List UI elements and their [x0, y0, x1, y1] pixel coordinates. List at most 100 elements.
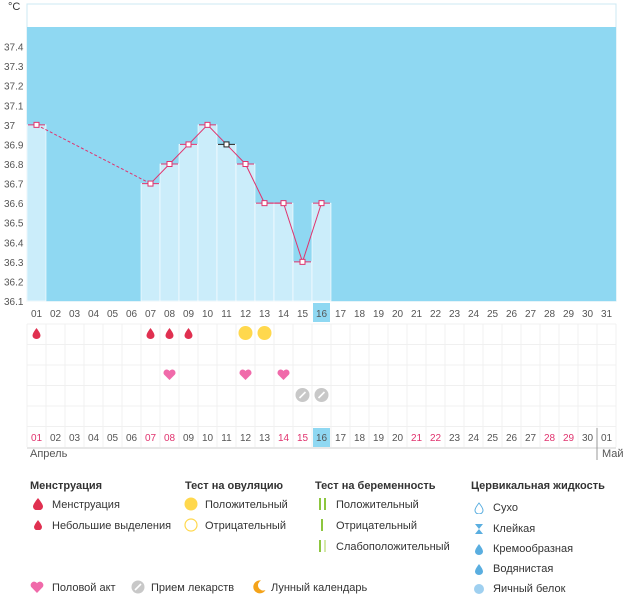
temperature-bar [235, 163, 256, 302]
day-label: 07 [145, 309, 157, 320]
data-point [318, 200, 325, 207]
ovulation-mark [257, 326, 272, 340]
legend-cervical-title: Цервикальная жидкость [471, 480, 605, 492]
day-label: 28 [544, 309, 556, 320]
legend-cervical-creamy: Кремообразная [493, 543, 574, 555]
bottom-day-label: 14 [278, 433, 290, 444]
line-segment [169, 144, 189, 165]
day-label: 25 [487, 309, 499, 320]
legend-ovulation-positive: Положительный [205, 499, 288, 511]
month-right: Май [602, 448, 624, 460]
line-segment [226, 144, 246, 165]
bottom-day-label: 02 [50, 433, 62, 444]
bottom-day-label: 13 [259, 433, 271, 444]
day-label: 29 [563, 309, 575, 320]
day-label: 21 [411, 309, 423, 320]
bottom-day-label: 11 [221, 433, 232, 444]
symbols-grid [26, 323, 617, 447]
day-label: 01 [31, 309, 43, 320]
intercourse-mark [163, 369, 176, 380]
day-label: 04 [88, 309, 100, 320]
bottom-day-label: 03 [69, 433, 81, 444]
legend: Менструация Менструация Небольшие выделе… [0, 470, 626, 595]
data-point [299, 258, 306, 265]
ovulation-positive-icon [184, 497, 198, 511]
medication-stroke [317, 391, 326, 399]
data-point [280, 200, 287, 207]
y-axis: 37.4 37.3 37.2 37.1 37 36.9 36.8 36.7 36.6 36.5 36… [4, 43, 24, 308]
line-segment [245, 163, 265, 204]
legend-pregnancy-negative: Отрицательный [336, 520, 417, 532]
day-label: 09 [183, 309, 195, 320]
data-point [204, 121, 211, 128]
legend-pregnancy-title: Тест на беременность [315, 480, 436, 492]
day-label: 10 [202, 309, 214, 320]
day-label: 22 [430, 309, 442, 320]
day-label: 18 [354, 309, 366, 320]
line-segment [207, 124, 227, 145]
bottom-day-label: 25 [487, 433, 499, 444]
y-tick-label: 36.2 [4, 277, 24, 288]
bottom-axis: 01 02 03 04 05 06 07 08 09 10 11 12 13 14 15 16 17 18 19 20… [27, 428, 616, 460]
line-segment [36, 124, 151, 185]
temperature-bar [216, 144, 237, 302]
bottom-day-label: 09 [183, 433, 195, 444]
temperature-bar [292, 261, 313, 302]
day-label: 20 [392, 309, 404, 320]
legend-menstruation-title: Менструация [30, 480, 103, 492]
day-label: 27 [525, 309, 537, 320]
y-tick-label: 36.3 [4, 258, 24, 269]
ovulation-negative-icon [184, 518, 198, 532]
month-left: Апрель [30, 448, 68, 460]
today-marker-bottom [313, 428, 330, 447]
day-label: 08 [164, 309, 176, 320]
legend-pregnancy-faint: Слабоположительный [336, 541, 450, 553]
bottom-day-label: 27 [525, 433, 537, 444]
bottom-day-label: 01 [601, 433, 613, 444]
day-label: 30 [582, 309, 594, 320]
temperature-bar [159, 163, 180, 302]
day-label: 16 [316, 309, 328, 320]
day-label: 03 [69, 309, 81, 320]
day-label: 23 [449, 309, 461, 320]
medication-stroke [298, 391, 307, 399]
drop-icon [33, 498, 43, 510]
menstruation-mark [165, 328, 174, 339]
day-label: 06 [126, 309, 138, 320]
heart-icon [30, 581, 44, 593]
legend-medication: Прием лекарств [151, 582, 235, 594]
bottom-day-label: 10 [202, 433, 214, 444]
line-segment [188, 124, 208, 145]
temperature-bar [197, 124, 218, 302]
line-segment [283, 202, 303, 263]
temperature-bar [311, 202, 332, 302]
intercourse-mark [239, 369, 252, 380]
bottom-day-label: 23 [449, 433, 461, 444]
data-point [166, 161, 173, 167]
bottom-day-label: 26 [506, 433, 518, 444]
pregnancy-negative-icon [321, 519, 323, 531]
temperature-line [33, 121, 537, 295]
intercourse-mark [277, 369, 290, 380]
legend-spotting: Небольшие выделения [52, 520, 172, 532]
y-tick-label: 37.1 [4, 101, 24, 112]
menstruation-mark [146, 328, 155, 339]
bottom-day-label: 07 [145, 433, 157, 444]
y-tick-label: 36.1 [4, 297, 24, 308]
data-point [261, 200, 268, 207]
legend-cervical-dry: Сухо [493, 502, 518, 514]
y-tick-label: 37.4 [4, 43, 24, 54]
menstruation-mark [32, 328, 41, 339]
bottom-day-label: 18 [354, 433, 366, 444]
bottom-day-label: 08 [164, 433, 176, 444]
y-tick-label: 36.7 [4, 180, 24, 191]
bottom-day-label: 12 [240, 433, 252, 444]
bottom-day-label: 17 [335, 433, 347, 444]
line-segment [302, 202, 322, 263]
bottom-day-label: 05 [107, 433, 119, 444]
bottom-day-label: 15 [297, 433, 309, 444]
y-tick-label: 36.6 [4, 199, 24, 210]
day-label: 17 [335, 309, 347, 320]
day-label: 26 [506, 309, 518, 320]
y-tick-label: 36.5 [4, 219, 24, 230]
